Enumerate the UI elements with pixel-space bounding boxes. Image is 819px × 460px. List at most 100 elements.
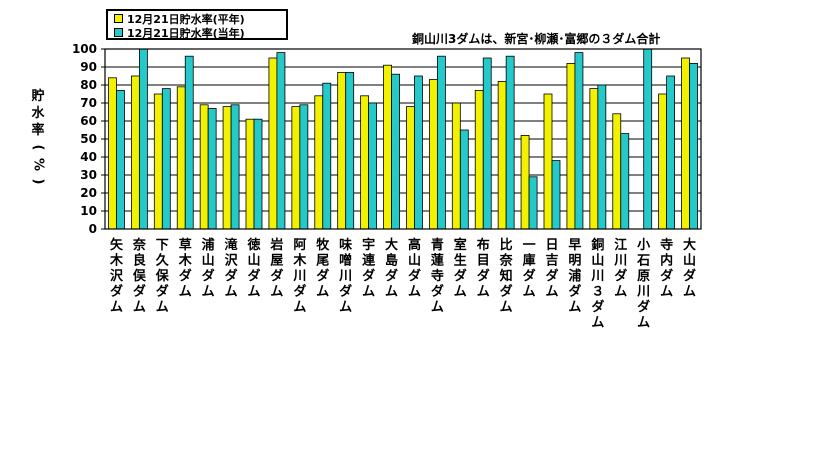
x-tick-label-char: ダ <box>683 268 696 284</box>
x-tick-label-char: ム <box>500 300 513 315</box>
x-tick-label-char: 大 <box>385 237 398 253</box>
x-tick-label-char: 早 <box>568 238 581 253</box>
x-tick-label-char: 久 <box>156 253 170 269</box>
bar-current <box>368 102 378 230</box>
x-tick-label-char: ３ <box>591 285 604 300</box>
x-tick-label-char: ダ <box>500 284 513 300</box>
x-tick-label-char: ム <box>202 285 215 300</box>
x-tick-label-char: 石 <box>636 254 650 269</box>
x-tick-label-char: 蓮 <box>431 253 444 269</box>
x-tick-label-char: ム <box>362 285 375 300</box>
x-tick-label-char: 室 <box>454 237 467 253</box>
x-tick-label-char: ダ <box>454 268 467 284</box>
x-tick-label-char: ム <box>408 285 421 300</box>
legend-label-normal: 12月21日貯水率(平年) <box>127 12 245 26</box>
bar-normal <box>543 93 553 230</box>
x-tick-label-char: 木 <box>109 253 124 269</box>
bar-current <box>528 176 538 230</box>
bar-current <box>574 52 584 230</box>
x-tick-label-char: 山 <box>202 253 215 269</box>
x-tick-label-char: 庫 <box>523 253 536 269</box>
x-tick-label-char: 連 <box>362 253 376 269</box>
bar-current <box>459 129 469 230</box>
bar-normal <box>153 93 163 230</box>
y-axis-label-char: ) <box>30 178 46 185</box>
bar-current <box>505 55 515 230</box>
x-tick-label-char: ム <box>660 285 673 300</box>
bar-current <box>414 75 423 230</box>
y-axis-label-char: 水 <box>31 106 45 121</box>
bar-normal <box>222 106 232 230</box>
y-axis-label-char: 貯 <box>31 89 45 104</box>
bar-normal <box>337 72 347 230</box>
x-tick-label-char: 高 <box>408 237 421 253</box>
x-tick-label-char: 日 <box>545 238 558 253</box>
bar-current <box>643 48 653 230</box>
bar-current <box>391 73 400 230</box>
x-tick-label-char: ム <box>454 285 467 300</box>
bar-current <box>116 90 125 230</box>
x-tick-label-char: ム <box>293 300 306 315</box>
x-tick-label-char: ダ <box>431 284 444 300</box>
bar-normal <box>474 90 484 230</box>
x-tick-label-char: ム <box>591 316 604 331</box>
x-tick-label-char: ム <box>568 300 581 315</box>
x-tick-label-char: 奈 <box>132 237 147 253</box>
x-tick-label-char: 川 <box>636 285 650 300</box>
x-tick-label-char: ム <box>431 300 444 315</box>
bar-current <box>551 160 561 230</box>
x-tick-label-char: 大 <box>683 237 696 253</box>
bar-current <box>230 104 240 230</box>
bar-normal <box>291 106 301 230</box>
bar-normal <box>245 118 255 230</box>
x-tick-label-char: 屋 <box>270 254 283 269</box>
bar-normal <box>314 95 324 230</box>
x-tick-label-char: 寺 <box>660 237 673 253</box>
x-tick-label-char: 浦 <box>568 268 581 284</box>
x-tick-label-char: ダ <box>591 299 604 315</box>
x-tick-label-char: ム <box>545 285 558 300</box>
plot-frame <box>104 48 702 230</box>
bar-normal <box>130 75 140 230</box>
x-tick-label-char: ム <box>683 285 696 300</box>
y-tick-label: 30 <box>80 168 97 182</box>
bar-current <box>482 57 492 230</box>
x-tick-label-char: 青 <box>431 237 444 253</box>
legend-swatch-normal <box>114 14 123 23</box>
bar-current <box>322 82 332 230</box>
x-tick-label-char: ダ <box>225 268 238 284</box>
x-tick-label-char: ダ <box>614 268 627 284</box>
x-tick-label-char: 下 <box>156 238 169 253</box>
x-tick-label-char: ダ <box>202 268 215 284</box>
x-tick-label-char: 比 <box>500 237 513 253</box>
y-tick-label: 60 <box>80 114 97 128</box>
x-tick-label-char: 内 <box>660 253 673 269</box>
x-tick-label-char: 沢 <box>110 268 124 284</box>
x-tick-label-char: 銅 <box>591 237 604 253</box>
x-tick-label-char: 小 <box>637 238 650 253</box>
y-tick-label: 100 <box>72 42 97 56</box>
x-tick-label-char: 奈 <box>499 253 514 269</box>
bar-current <box>253 118 263 230</box>
bar-normal <box>176 86 186 230</box>
x-tick-label-char: 江 <box>614 237 627 253</box>
x-tick-label-char: ム <box>316 285 329 300</box>
x-tick-label-char: 木 <box>178 253 193 269</box>
x-tick-label-char: 知 <box>500 268 513 284</box>
x-tick-label-char: ム <box>270 285 283 300</box>
x-tick-label-char: 宇 <box>362 237 375 253</box>
x-tick-label-char: ダ <box>133 284 146 300</box>
bar-current <box>689 63 698 230</box>
bar-normal <box>406 106 415 230</box>
bar-normal <box>681 57 690 230</box>
x-tick-label-char: 阿 <box>293 238 306 253</box>
x-tick-label-char: 吉 <box>545 254 558 269</box>
x-tick-label-char: ダ <box>477 268 490 284</box>
x-tick-label-char: ダ <box>179 268 192 284</box>
x-tick-label-char: 岩 <box>269 237 283 253</box>
x-tick-label-char: 沢 <box>225 253 239 269</box>
y-tick-label: 0 <box>89 222 97 236</box>
x-tick-label-char: ム <box>614 285 627 300</box>
bar-normal <box>589 88 599 230</box>
